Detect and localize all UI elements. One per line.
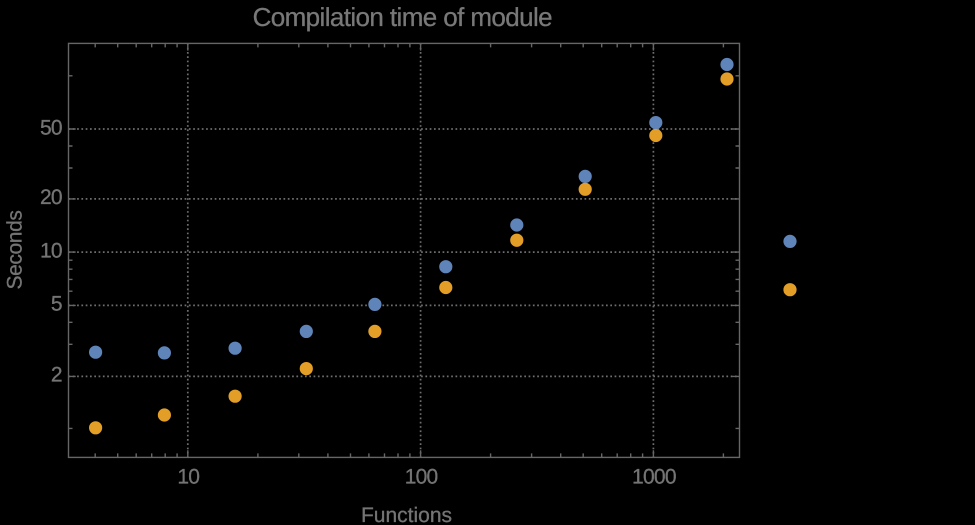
svg-text:Functions: Functions [361,504,452,525]
svg-text:10: 10 [177,466,199,489]
svg-text:Compilation time of module: Compilation time of module [253,2,553,32]
svg-text:Seconds: Seconds [3,211,26,290]
svg-text:5: 5 [51,293,62,316]
svg-text:50: 50 [40,116,62,139]
svg-text:2: 2 [51,364,62,387]
svg-text:100: 100 [405,466,438,489]
svg-text:10: 10 [40,239,62,262]
svg-text:1000: 1000 [632,466,676,489]
svg-text:20: 20 [40,186,62,209]
